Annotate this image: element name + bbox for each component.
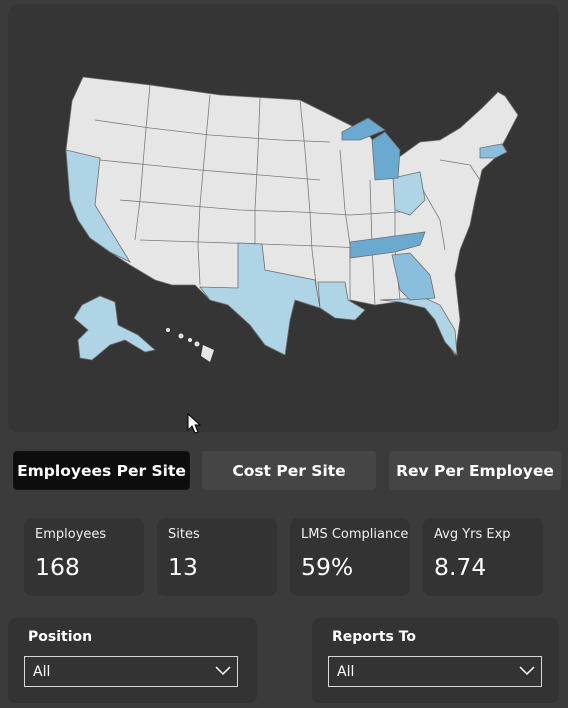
tab-rev-per-employee[interactable]: Rev Per Employee	[389, 451, 561, 490]
dropdown-value: All	[33, 664, 51, 680]
slicer-position: Position All	[8, 618, 257, 703]
slicer-reports-to: Reports To All	[312, 618, 559, 703]
state-georgia[interactable]	[391, 252, 436, 301]
kpi-label: Sites	[168, 527, 200, 542]
state-texas[interactable]	[199, 242, 321, 356]
mouse-cursor-icon	[187, 413, 201, 434]
kpi-card-employees: Employees 168	[24, 518, 144, 596]
kpi-value: 8.74	[434, 553, 487, 581]
us-map-card	[8, 4, 559, 432]
dropdown-value: All	[337, 664, 355, 680]
kpi-value: 59%	[301, 553, 354, 581]
state-massachusetts[interactable]	[479, 143, 508, 159]
kpi-label: Employees	[35, 527, 107, 542]
slicer-title: Position	[28, 629, 93, 645]
state-alaska[interactable]	[73, 295, 156, 361]
kpi-card-sites: Sites 13	[157, 518, 277, 596]
kpi-value: 13	[168, 553, 198, 581]
slicer-title: Reports To	[332, 629, 417, 645]
state-florida[interactable]	[379, 297, 458, 357]
state-ohio[interactable]	[392, 171, 426, 216]
position-dropdown[interactable]: All	[24, 656, 238, 687]
kpi-label: LMS Compliance	[301, 527, 409, 542]
kpi-card-avg-yrs-exp: Avg Yrs Exp 8.74	[423, 518, 543, 596]
tab-cost-per-site[interactable]: Cost Per Site	[202, 451, 376, 490]
state-hawaii[interactable]	[166, 328, 214, 362]
state-tennessee[interactable]	[349, 231, 426, 259]
state-louisiana[interactable]	[317, 281, 366, 321]
state-california[interactable]	[65, 149, 132, 263]
kpi-label: Avg Yrs Exp	[434, 527, 511, 542]
reports-to-dropdown[interactable]: All	[328, 656, 542, 687]
kpi-card-lms-compliance: LMS Compliance 59%	[290, 518, 410, 596]
us-map[interactable]	[8, 4, 559, 432]
chevron-down-icon	[519, 666, 535, 676]
tab-employees-per-site[interactable]: Employees Per Site	[13, 451, 190, 490]
kpi-value: 168	[35, 553, 80, 581]
chevron-down-icon	[215, 666, 231, 676]
state-michigan[interactable]	[341, 117, 401, 181]
